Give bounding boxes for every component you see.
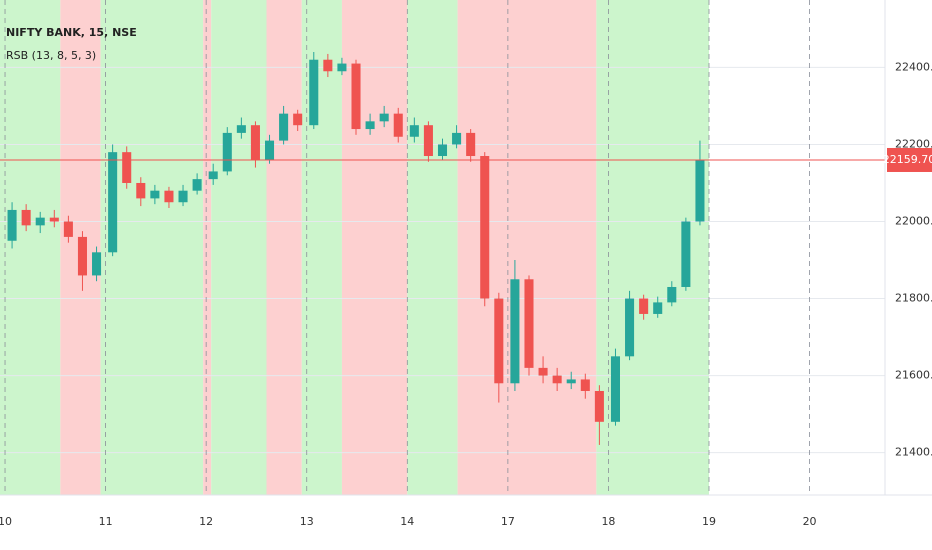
- label-layer: 21400.00 21600.00 21800.00 22000.00 22200.00…: [0, 60, 932, 528]
- chart-title: NIFTY BANK, 15, NSE: [6, 26, 137, 39]
- last-price-label: 22159.70: [883, 153, 932, 166]
- candle-body: [250, 125, 260, 160]
- candle-body: [236, 125, 246, 133]
- x-tick-label: 18: [601, 515, 615, 528]
- signal-band: [211, 0, 267, 495]
- candle-body: [293, 113, 303, 126]
- candle-body: [178, 190, 188, 203]
- x-tick-label: 20: [803, 515, 817, 528]
- candle-body: [136, 182, 146, 199]
- x-tick-label: 17: [501, 515, 515, 528]
- candle-body: [63, 221, 73, 237]
- candle-body: [35, 217, 45, 226]
- signal-band: [266, 0, 302, 495]
- candle-body: [695, 159, 705, 222]
- candle-body: [466, 132, 476, 157]
- candle-body: [452, 132, 462, 145]
- candle-body: [538, 367, 548, 376]
- candle-body: [524, 279, 534, 368]
- candle-body: [639, 298, 649, 314]
- candle-body: [580, 379, 590, 391]
- candle-layer: [0, 52, 885, 445]
- candle-body: [351, 63, 361, 130]
- candle-body: [208, 171, 218, 180]
- candle-body: [150, 190, 160, 199]
- candle-body: [309, 59, 319, 126]
- candle-body: [653, 302, 663, 314]
- candle-body: [379, 113, 389, 122]
- candle-body: [323, 59, 333, 72]
- signal-band: [0, 0, 61, 495]
- candle-body: [667, 286, 677, 303]
- last-price-box: [887, 147, 932, 172]
- x-tick-label: 12: [199, 515, 213, 528]
- candle-body: [409, 125, 419, 137]
- signal-band: [100, 0, 204, 495]
- candle-body: [92, 252, 102, 276]
- y-tick-label: 21800.00: [895, 292, 932, 305]
- candle-body: [365, 121, 375, 130]
- y-tick-label: 22400.00: [895, 60, 932, 73]
- y-tick-label: 22200.00: [895, 137, 932, 150]
- x-tick-label: 19: [702, 515, 716, 528]
- background-layer: [0, 0, 710, 495]
- indicator-label: RSB (13, 8, 5, 3): [6, 49, 96, 62]
- y-tick-label: 22000.00: [895, 214, 932, 227]
- candle-body: [393, 113, 403, 137]
- candle-body: [279, 113, 289, 141]
- x-tick-label: 10: [0, 515, 12, 528]
- candle-body: [437, 144, 448, 157]
- candle-body: [122, 152, 132, 183]
- candle-body: [49, 217, 59, 222]
- candle-body: [480, 156, 490, 299]
- candle-body: [7, 209, 17, 241]
- signal-band: [301, 0, 342, 495]
- candle-body: [264, 140, 275, 160]
- candle-body: [423, 125, 433, 157]
- candle-body: [77, 236, 87, 276]
- grid-layer: [0, 0, 885, 495]
- y-tick-label: 21400.00: [895, 446, 932, 459]
- candle-body: [164, 190, 174, 203]
- candle-body: [610, 356, 621, 422]
- candle-body: [337, 63, 347, 72]
- x-tick-label: 11: [99, 515, 113, 528]
- y-tick-label: 21600.00: [895, 369, 932, 382]
- candle-body: [566, 379, 576, 384]
- candle-body: [625, 298, 635, 357]
- candle-body: [681, 221, 691, 287]
- candle-body: [108, 152, 118, 253]
- candle-body: [552, 375, 562, 384]
- x-tick-label: 14: [400, 515, 414, 528]
- candle-body: [594, 390, 604, 422]
- candle-body: [494, 298, 504, 384]
- signal-band: [407, 0, 458, 495]
- candle-body: [21, 209, 31, 226]
- signal-band: [203, 0, 212, 495]
- candle-body: [222, 132, 232, 172]
- signal-band: [457, 0, 597, 495]
- x-tick-label: 13: [300, 515, 314, 528]
- candle-body: [510, 279, 520, 384]
- candle-body: [192, 179, 202, 191]
